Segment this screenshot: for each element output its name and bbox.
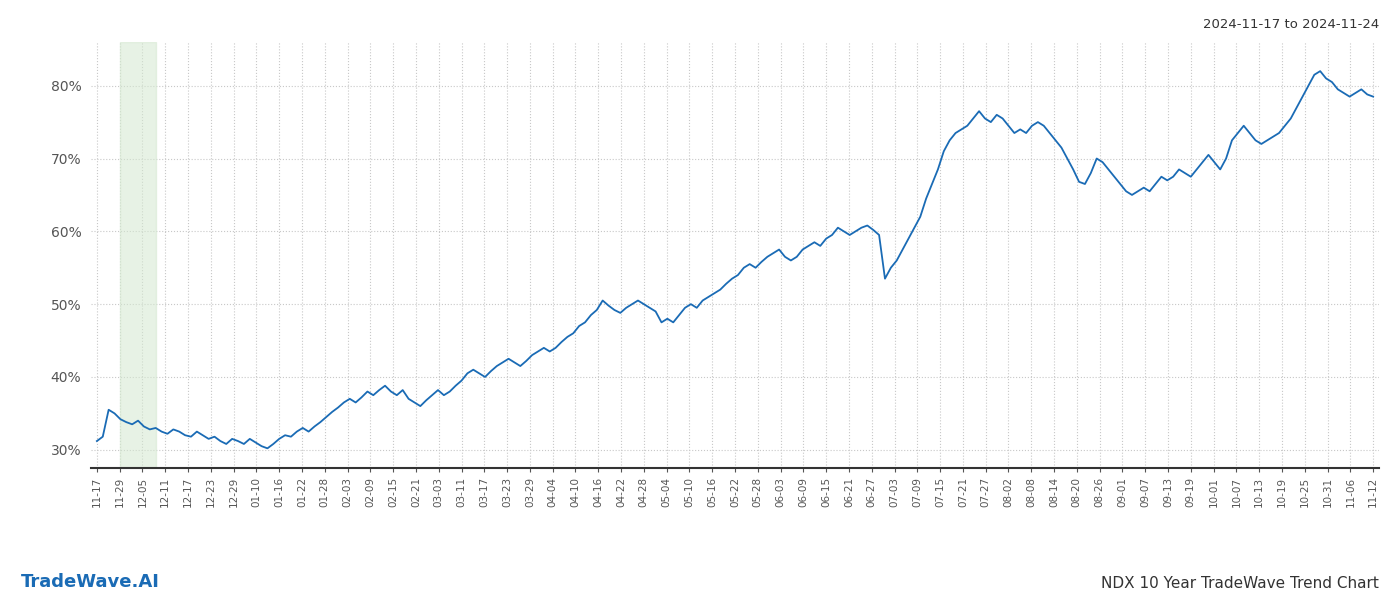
Text: 2024-11-17 to 2024-11-24: 2024-11-17 to 2024-11-24 (1203, 18, 1379, 31)
Text: TradeWave.AI: TradeWave.AI (21, 573, 160, 591)
Bar (120, 42, 155, 468)
Text: NDX 10 Year TradeWave Trend Chart: NDX 10 Year TradeWave Trend Chart (1102, 576, 1379, 591)
